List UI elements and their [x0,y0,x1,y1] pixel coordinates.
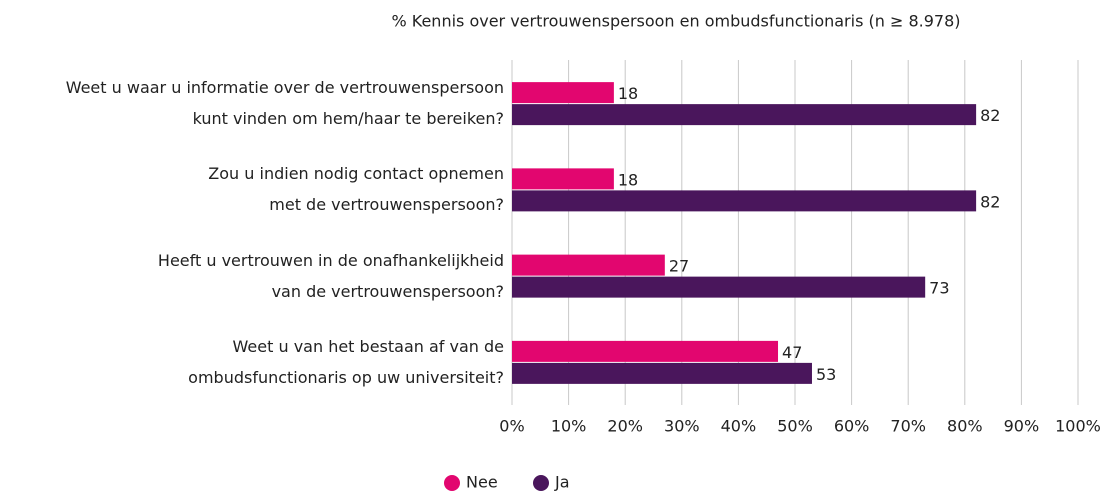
x-tick-label: 90% [1004,417,1040,436]
x-tick-label: 70% [890,417,926,436]
legend-marker [444,475,460,491]
bar [512,276,926,298]
value-label: 27 [669,257,689,276]
legend-label: Ja [554,473,570,492]
bar [512,190,977,212]
bar [512,104,977,126]
x-tick-label: 40% [721,417,757,436]
chart-title: % Kennis over vertrouwenspersoon en ombu… [391,12,960,31]
category-label: Zou u indien nodig contact opnemen met d… [208,164,504,215]
value-label: 18 [618,84,638,103]
category-label: Heeft u vertrouwen in de onafhankelijkhe… [157,250,504,301]
value-label: 82 [980,106,1000,125]
x-tick-label: 50% [777,417,813,436]
x-tick-label: 20% [607,417,643,436]
legend-marker [533,475,549,491]
legend-label: Nee [466,473,498,492]
bar [512,362,812,384]
x-tick-label: 10% [551,417,587,436]
bar [512,340,779,362]
bar [512,168,614,190]
category-label: Weet u van het bestaan af van de ombudsf… [188,336,504,387]
bar [512,254,665,276]
value-label: 18 [618,170,638,189]
value-label: 82 [980,192,1000,211]
value-label: 47 [782,343,802,362]
x-tick-label: 0% [499,417,524,436]
value-label: 73 [929,279,949,298]
x-tick-label: 80% [947,417,983,436]
category-label: Weet u waar u informatie over de vertrou… [65,78,504,129]
bar [512,82,614,104]
x-tick-label: 30% [664,417,700,436]
x-tick-label: 100% [1055,417,1101,436]
value-label: 53 [816,365,836,384]
x-tick-label: 60% [834,417,870,436]
